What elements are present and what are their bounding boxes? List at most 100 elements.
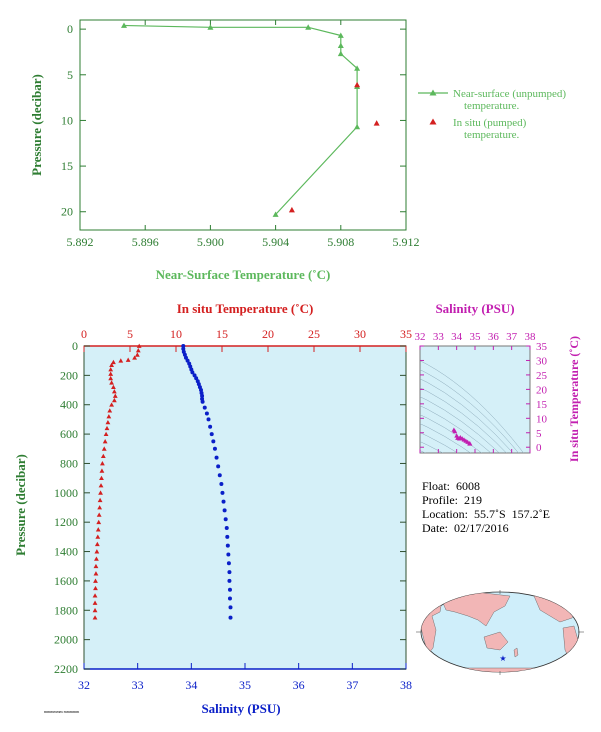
y-tick-label: 1200 [54, 515, 78, 529]
temperature-point [104, 425, 110, 431]
temperature-point [102, 439, 108, 444]
salinity-point [217, 473, 222, 478]
temperature-point [108, 371, 114, 376]
temperature-point [136, 343, 142, 348]
x-tick-label: 5.892 [67, 235, 94, 249]
near-surface-point [305, 24, 312, 30]
legend-red-line2: temperature. [464, 129, 520, 141]
salinity-point [206, 417, 211, 422]
ts-y-tick-label: 15 [536, 399, 548, 411]
temperature-point [106, 414, 112, 419]
temperature-point [98, 490, 103, 495]
temperature-point [94, 549, 100, 554]
salinity-point [227, 578, 232, 583]
near-surface-point [272, 211, 279, 217]
y-tick-label: 1600 [54, 574, 78, 588]
map-graticule [416, 590, 584, 675]
salinity-point [227, 570, 232, 575]
series-line-0 [123, 24, 358, 215]
temperature-tick-label: 0 [81, 327, 87, 341]
salinity-point [202, 405, 207, 410]
temperature-tick-label: 15 [216, 327, 228, 341]
temperature-point [125, 357, 131, 362]
isopycnal-line [420, 369, 519, 453]
y-tick-label: 1000 [54, 486, 78, 500]
legend-red-line1: In situ (pumped) [453, 117, 527, 129]
ts-top-label: Salinity (PSU) [435, 301, 514, 316]
salinity-point [220, 490, 225, 495]
ts-x-tick-label: 37 [506, 331, 518, 343]
in-situ-point [373, 120, 380, 126]
isopycnal-line [420, 405, 492, 453]
temperature-point [92, 615, 98, 620]
temperature-point [103, 431, 109, 437]
info-date: Date: 02/17/2016 [422, 521, 509, 535]
temperature-point [95, 527, 101, 532]
salinity-point [227, 587, 232, 592]
temperature-point [92, 600, 98, 605]
ts-x-tick-label: 33 [433, 331, 445, 343]
salinity-point [221, 499, 226, 504]
temperature-point [134, 352, 140, 357]
temperature-point [111, 389, 117, 394]
ts-y-label: In situ Temperature (˚C) [567, 336, 581, 462]
temperature-point [97, 497, 103, 503]
temperature-point [98, 483, 104, 488]
temperature-point [107, 408, 113, 413]
temperature-point [109, 402, 114, 407]
temperature-point [135, 348, 141, 353]
salinity-point [181, 344, 186, 348]
y-tick-label: 0 [72, 339, 78, 353]
y-tick-label: 1400 [54, 545, 78, 559]
isopycnal-line [420, 441, 444, 453]
salinity-tick-label: 33 [132, 678, 144, 692]
y-tick-label: 10 [61, 113, 73, 127]
ts-y-tick-label: 35 [536, 341, 548, 353]
salinity-point [228, 605, 233, 610]
temperature-point [93, 578, 98, 583]
legend-green-text: Near-surface (unpumped) temperature. [453, 88, 569, 112]
isopycnal-line [420, 378, 514, 453]
ts-y-tick-label: 5 [536, 428, 542, 440]
plot-frame [79, 19, 407, 231]
legend-green-line1: Near-surface (unpumped) [453, 88, 566, 100]
ts-y-tick-label: 30 [536, 355, 548, 367]
near-surface-point [337, 42, 344, 48]
salinity-point [224, 526, 229, 531]
salinity-tick-label: 34 [185, 678, 197, 692]
salinity-point [183, 355, 188, 360]
temperature-point [111, 384, 116, 390]
temperature-tick-label: 25 [308, 327, 320, 341]
info-location: Location: 55.7˚S 157.2˚E [422, 507, 550, 521]
salinity-point [185, 358, 190, 363]
y-axis-label-pressure: Pressure (decibar) [13, 454, 28, 556]
near-surface-point [354, 65, 361, 71]
temperature-point [108, 375, 114, 381]
temperature-tick-label: 20 [262, 327, 274, 341]
isopycnal-line [420, 387, 507, 453]
in-situ-point [354, 81, 361, 88]
salinity-point [200, 393, 205, 398]
temperature-point [94, 541, 100, 547]
y-tick-label: 15 [61, 159, 73, 173]
salinity-point [200, 399, 205, 404]
ts-y-tick-label: 0 [536, 442, 542, 454]
salinity-point [227, 596, 232, 601]
salinity-point [209, 432, 214, 437]
salinity-point [219, 482, 224, 487]
temperature-point [109, 362, 114, 368]
temperature-point [99, 475, 104, 481]
y-tick-label: 800 [60, 456, 78, 470]
salinity-point [225, 543, 230, 548]
in-situ-point [288, 206, 295, 213]
salinity-tick-label: 32 [78, 678, 90, 692]
temperature-point [100, 461, 105, 466]
profile-plot: 0200400600800100012001400160018002000220… [13, 301, 412, 716]
australia [483, 631, 509, 651]
salinity-point [192, 373, 197, 378]
salinity-point [204, 411, 209, 416]
ts-diagram: 32 33 34 35 36 37 38 0 5 10 15 20 25 30 35 Salinity (P… [415, 301, 582, 462]
temperature-tick-label: 10 [170, 327, 182, 341]
isopycnal-line [420, 396, 500, 453]
